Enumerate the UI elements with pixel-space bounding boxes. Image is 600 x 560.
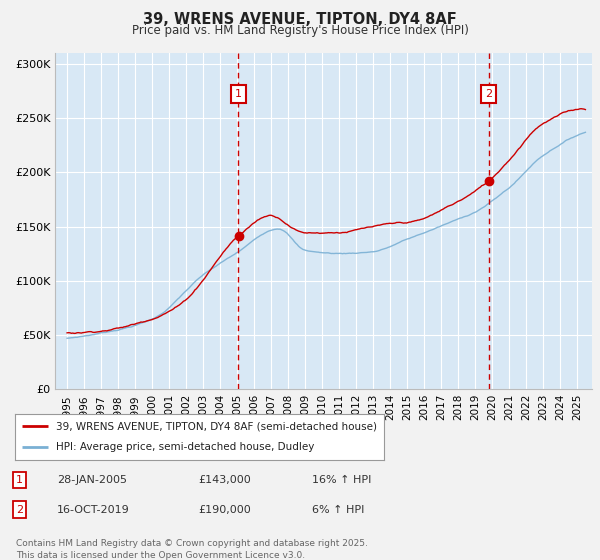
Text: HPI: Average price, semi-detached house, Dudley: HPI: Average price, semi-detached house,… <box>56 442 314 452</box>
Text: 16-OCT-2019: 16-OCT-2019 <box>57 505 130 515</box>
Text: £190,000: £190,000 <box>198 505 251 515</box>
Text: 39, WRENS AVENUE, TIPTON, DY4 8AF (semi-detached house): 39, WRENS AVENUE, TIPTON, DY4 8AF (semi-… <box>56 421 377 431</box>
Text: 16% ↑ HPI: 16% ↑ HPI <box>312 475 371 485</box>
Text: 2: 2 <box>16 505 23 515</box>
Text: 39, WRENS AVENUE, TIPTON, DY4 8AF: 39, WRENS AVENUE, TIPTON, DY4 8AF <box>143 12 457 27</box>
Text: 2: 2 <box>485 90 492 99</box>
Text: 6% ↑ HPI: 6% ↑ HPI <box>312 505 364 515</box>
Text: 1: 1 <box>235 90 242 99</box>
Text: Price paid vs. HM Land Registry's House Price Index (HPI): Price paid vs. HM Land Registry's House … <box>131 24 469 37</box>
Text: £143,000: £143,000 <box>198 475 251 485</box>
Text: 1: 1 <box>16 475 23 485</box>
Text: Contains HM Land Registry data © Crown copyright and database right 2025.
This d: Contains HM Land Registry data © Crown c… <box>16 539 368 560</box>
Text: 28-JAN-2005: 28-JAN-2005 <box>57 475 127 485</box>
